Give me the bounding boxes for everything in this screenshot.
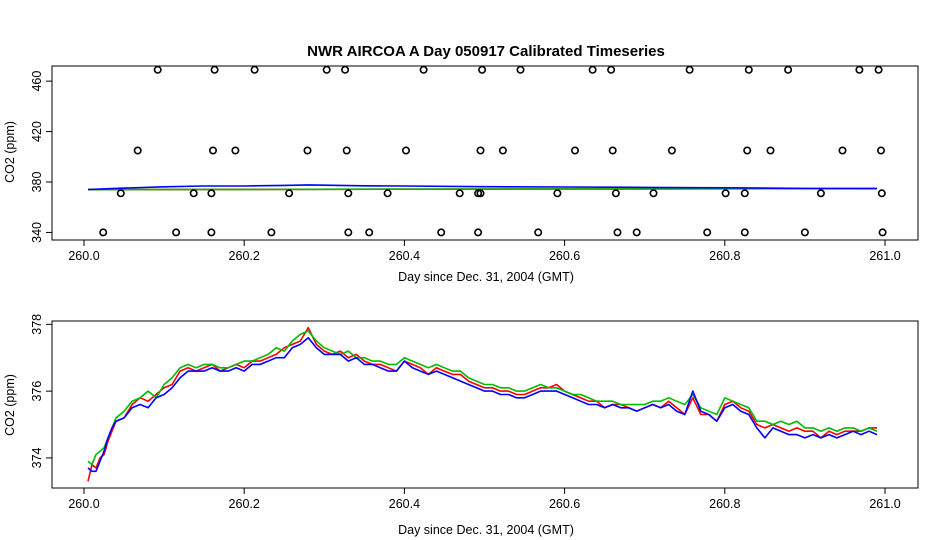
x-tick-label: 260.4	[389, 249, 420, 263]
scatter-point	[534, 228, 543, 237]
scatter-point	[740, 189, 749, 198]
scatter-point	[613, 228, 622, 237]
scatter-point	[365, 228, 374, 237]
x-tick-label: 260.0	[68, 497, 99, 511]
x-tick-label: 260.2	[229, 497, 260, 511]
series-line-blue	[87, 336, 878, 473]
scatter-point	[341, 65, 350, 74]
scatter-point	[189, 189, 198, 198]
scatter-point	[607, 65, 616, 74]
scatter-point	[207, 189, 216, 198]
scatter-point	[721, 189, 730, 198]
scatter-point	[685, 65, 694, 74]
bottom-panel-line: 260.0 260.2 260.4 260.6 260.8 261.0 374 376 378…	[3, 314, 919, 537]
top-panel-scatter: 260.0 260.2 260.4 260.6 260.8 261.0 340 380 420…	[3, 65, 919, 284]
scatter-point	[344, 189, 353, 198]
scatter-point	[766, 146, 775, 155]
chart-title: NWR AIRCOA A Day 050917 Calibrated Times…	[307, 43, 665, 60]
x-tick-label: 260.2	[229, 249, 260, 263]
scatter-point	[285, 189, 294, 198]
x-tick-label: 260.8	[709, 249, 740, 263]
scatter-point	[740, 228, 749, 237]
bottom-x-axis-label: Day since Dec. 31, 2004 (GMT)	[398, 523, 574, 537]
scatter-point	[133, 146, 142, 155]
scatter-point	[153, 65, 162, 74]
top-plot-area	[87, 65, 887, 237]
scatter-point	[455, 189, 464, 198]
scatter-point	[116, 189, 125, 198]
scatter-point	[210, 65, 219, 74]
scatter-point	[250, 65, 259, 74]
scatter-point	[743, 146, 752, 155]
scatter-point	[855, 65, 864, 74]
y-tick-label: 374	[30, 447, 44, 468]
scatter-point	[632, 228, 641, 237]
y-tick-label: 380	[30, 172, 44, 193]
scatter-point	[476, 146, 485, 155]
scatter-point	[476, 189, 485, 198]
y-tick-label: 378	[30, 314, 44, 335]
bottom-y-axis: 374 376 378	[30, 314, 53, 468]
scatter-point	[207, 228, 216, 237]
scatter-point	[498, 146, 507, 155]
scatter-point	[667, 146, 676, 155]
scatter-point	[401, 146, 410, 155]
scatter-point	[99, 228, 108, 237]
top-x-axis-label: Day since Dec. 31, 2004 (GMT)	[398, 270, 574, 284]
x-tick-label: 260.6	[549, 249, 580, 263]
scatter-point	[800, 228, 809, 237]
scatter-point	[611, 189, 620, 198]
scatter-point	[383, 189, 392, 198]
scatter-point	[172, 228, 181, 237]
x-tick-label: 260.8	[709, 497, 740, 511]
series-line-green	[87, 330, 878, 466]
scatter-point	[744, 65, 753, 74]
scatter-point	[322, 65, 331, 74]
scatter-point	[478, 65, 487, 74]
top-y-axis: 340 380 420 460	[30, 71, 53, 243]
scatter-point	[267, 228, 276, 237]
scatter-point	[816, 189, 825, 198]
y-tick-label: 340	[30, 222, 44, 243]
top-y-axis-label: CO2 (ppm)	[3, 121, 17, 183]
scatter-point	[516, 65, 525, 74]
scatter-point	[876, 146, 885, 155]
scatter-point	[608, 146, 617, 155]
bottom-y-axis-label: CO2 (ppm)	[3, 374, 17, 436]
scatter-point	[877, 189, 886, 198]
y-tick-label: 460	[30, 71, 44, 92]
scatter-point	[649, 189, 658, 198]
top-x-axis: 260.0 260.2 260.4 260.6 260.8 261.0	[68, 239, 901, 263]
scatter-point	[553, 189, 562, 198]
y-tick-label: 420	[30, 121, 44, 142]
y-tick-label: 376	[30, 381, 44, 402]
scatter-point	[878, 228, 887, 237]
scatter-point	[209, 146, 218, 155]
bottom-x-axis: 260.0 260.2 260.4 260.6 260.8 261.0	[68, 487, 901, 511]
scatter-point	[342, 146, 351, 155]
scatter-point	[419, 65, 428, 74]
scatter-point	[474, 228, 483, 237]
x-tick-label: 260.4	[389, 497, 420, 511]
scatter-point	[838, 146, 847, 155]
scatter-point	[344, 228, 353, 237]
scatter-point	[231, 146, 240, 155]
scatter-point	[703, 228, 712, 237]
scatter-point	[874, 65, 883, 74]
series-line-blue	[87, 184, 878, 191]
x-tick-label: 260.0	[68, 249, 99, 263]
x-tick-label: 260.6	[549, 497, 580, 511]
scatter-point	[437, 228, 446, 237]
scatter-point	[570, 146, 579, 155]
scatter-point	[588, 65, 597, 74]
series-line-green	[87, 187, 878, 191]
x-tick-label: 261.0	[869, 249, 900, 263]
scatter-point	[784, 65, 793, 74]
bottom-plot-area	[87, 326, 878, 482]
scatter-point	[303, 146, 312, 155]
x-tick-label: 261.0	[869, 497, 900, 511]
